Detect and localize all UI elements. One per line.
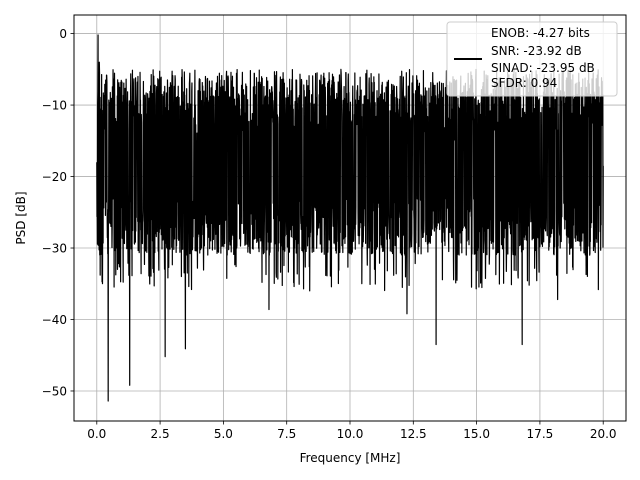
x-tick-label: 15.0 <box>463 427 490 441</box>
x-tick-label: 20.0 <box>590 427 617 441</box>
x-tick-label: 10.0 <box>337 427 364 441</box>
x-tick-label: 17.5 <box>527 427 554 441</box>
y-axis-label: PSD [dB] <box>14 191 28 244</box>
y-tick-label: −20 <box>42 170 67 184</box>
x-tick-label: 7.5 <box>277 427 296 441</box>
legend-box <box>446 21 618 97</box>
y-tick-label: 0 <box>59 27 67 41</box>
legend-entry-snr: SNR: -23.92 dB <box>491 44 582 58</box>
legend: ENOB: -4.27 bits SNR: -23.92 dB SINAD: -… <box>446 21 618 97</box>
x-tick-label: 12.5 <box>400 427 427 441</box>
x-axis-label: Frequency [MHz] <box>300 451 401 465</box>
y-axis-ticks: 0 −10 −20 −30 −40 −50 <box>42 27 74 398</box>
legend-entry-sfdr: SFDR: 0.94 <box>491 76 557 90</box>
y-tick-label: −50 <box>42 384 67 398</box>
legend-entry-sinad: SINAD: -23.95 dB <box>491 61 595 75</box>
x-tick-label: 2.5 <box>151 427 170 441</box>
y-tick-label: −10 <box>42 98 67 112</box>
x-tick-label: 0.0 <box>87 427 106 441</box>
x-axis-ticks: 0.0 2.5 5.0 7.5 10.0 12.5 15.0 17.5 20.0 <box>87 421 617 441</box>
y-tick-label: −40 <box>42 313 67 327</box>
legend-entry-enob: ENOB: -4.27 bits <box>491 26 590 40</box>
x-tick-label: 5.0 <box>214 427 233 441</box>
y-tick-label: −30 <box>42 241 67 255</box>
